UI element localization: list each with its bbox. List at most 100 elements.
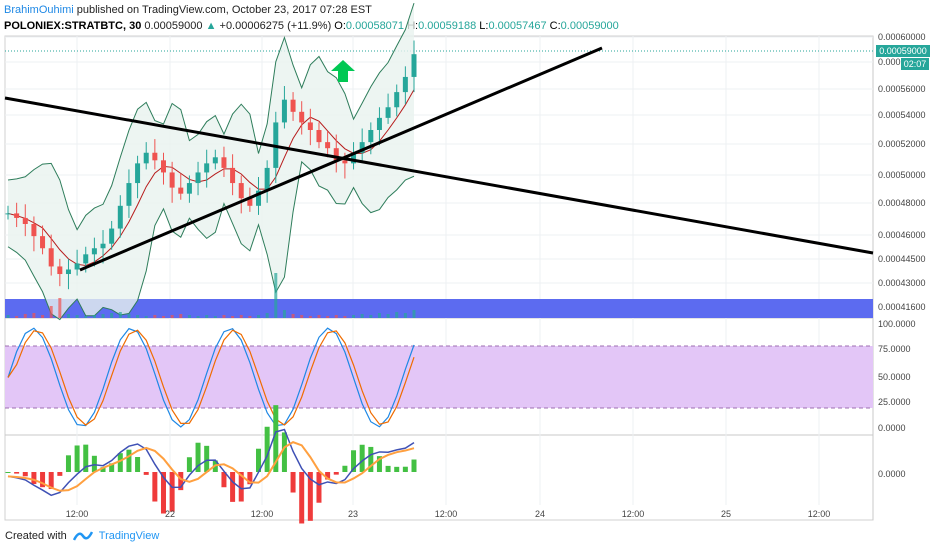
stoch-axis-labels: 100.0000 75.0000 50.0000 25.0000 0.0000 [878,319,916,433]
macd-histogram-bar [351,450,357,472]
volume-bar [205,315,209,318]
macd-histogram-bar [40,472,46,488]
candle-body [143,152,149,164]
macd-histogram-bar [14,472,20,474]
volume-bar [58,298,62,318]
close-label: C: [549,20,561,32]
candle-body [230,167,236,184]
volume-bar [231,316,235,318]
candle-body [281,99,287,123]
macd-histogram-bar [195,442,201,472]
macd-line [7,428,415,497]
volume-bar [92,315,96,318]
ohlc-values: O:0.00058071 H:0.00059188 L:0.00057467 C… [334,20,619,32]
last-price: 0.00059000 [144,20,203,32]
macd-histogram-bar [264,426,270,472]
candle-body [325,142,331,149]
volume-bar [239,315,243,318]
candle-body [100,243,106,249]
stochastic-lines [7,327,415,428]
macd-histogram-bar [91,455,97,472]
macd-histogram-bar [48,472,54,490]
candle-body [385,107,391,118]
published-text: published on TradingView.com, October 23… [76,4,372,16]
volume-bar [196,316,200,318]
volume-bar [248,316,252,318]
price-axis-label: 0.00043000 [878,278,926,288]
macd-histogram-bar [238,472,244,502]
candle-body [342,160,348,164]
volume-bar [403,313,407,318]
volume-bar [23,314,27,318]
candle-body [307,122,313,130]
macd-histogram-bar [74,445,80,472]
stoch-axis-label: 50.0000 [878,372,911,382]
time-axis-label: 12:00 [622,509,645,519]
volume-bar [170,315,174,318]
stoch-axis-label: 0.0000 [878,423,906,433]
volume-bar [101,314,105,318]
candle-body [316,130,322,143]
stoch-axis-label: 100.0000 [878,319,916,329]
macd-histogram-bar [281,432,287,472]
volume-bar [343,316,347,318]
candle-body [22,217,28,224]
close-value: 0.00059000 [560,20,619,32]
candle-body [212,157,218,164]
macd-histogram-bar [31,472,37,485]
candle-body [160,160,166,173]
price-axis-label: 0.00041600 [878,302,926,312]
chart-header: BrahimOuhimi published on TradingView.co… [4,2,619,34]
ascending-trendline[interactable] [79,46,603,272]
price-axis-label: 0.00046000 [878,230,926,240]
candle-body [126,183,132,206]
tradingview-brand-link[interactable]: TradingView [98,530,160,542]
candle-body [204,163,210,173]
candle-body [247,198,253,206]
macd-histogram-bar [186,457,192,472]
time-axis-label: 22 [165,509,175,519]
macd-histogram-bar [342,465,348,472]
volume-bar [187,315,191,318]
macd-histogram-bar [204,445,210,472]
volume-bar [32,313,36,318]
candle-body [5,213,11,215]
stoch-axis-label: 75.0000 [878,344,911,354]
macd-histogram-bar [143,472,149,475]
macd-histogram-bar [299,472,305,524]
macd-indicator [5,405,417,524]
lower-band-line [7,160,415,321]
candle-body [83,254,89,264]
time-axis-label: 25 [721,509,731,519]
volume-bar [326,316,330,318]
high-value: 0.00059188 [418,20,477,32]
candle-body [48,248,54,267]
candle-body [40,236,46,249]
candle-body [238,183,244,199]
volume-band [5,299,873,318]
candle-body [169,172,175,188]
volume-bar [110,313,114,318]
macd-histogram-bar [22,472,28,477]
author-link[interactable]: BrahimOuhimi [4,4,74,16]
stoch-d-line [7,329,415,426]
time-axis-label: 12:00 [808,509,831,519]
candles [5,40,417,290]
volume-bar [15,316,19,318]
low-label: L: [479,20,489,32]
macd-histogram-bar [325,472,331,480]
price-axis-label: 0.00056000 [878,84,926,94]
time-axis-label: 23 [348,509,358,519]
candle-body [299,111,305,123]
volume-bar [222,315,226,318]
candle-body [31,224,37,237]
macd-histogram-bar [376,456,382,472]
descending-trendline[interactable] [4,96,874,255]
candle-body [264,167,270,191]
macd-histogram-bar [247,472,253,485]
open-label: O: [334,20,346,32]
candle-body [186,183,192,194]
price-axis-labels: 0.000600000.000580000.000560000.00054000… [878,32,926,312]
stoch-range-fill [5,346,873,408]
